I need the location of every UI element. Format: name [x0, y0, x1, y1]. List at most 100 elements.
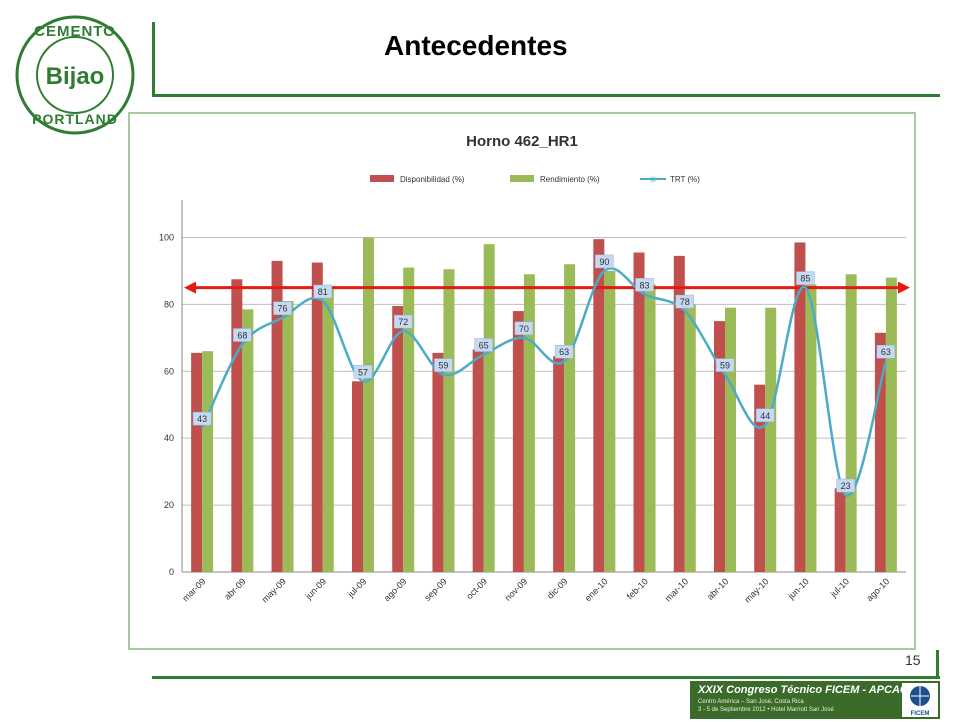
bar-rendimiento: [604, 270, 616, 572]
data-label-box: [554, 344, 574, 359]
congress-banner: XXIX Congreso Técnico FICEM - APCAC Cent…: [628, 681, 940, 719]
x-tick-label: may-09: [260, 576, 288, 604]
reference-arrow-left: [184, 281, 196, 294]
data-label: 57: [358, 367, 368, 377]
x-tick-label: oct-09: [464, 576, 489, 601]
y-tick-label: 100: [159, 232, 174, 242]
data-label-box: [635, 278, 654, 292]
banner-location: Centro América – San José, Costa Rica: [698, 699, 804, 705]
bar-disponibilidad: [472, 349, 484, 572]
x-tick-label: feb-10: [625, 576, 650, 601]
data-label: 90: [599, 257, 609, 267]
data-label: 43: [197, 414, 207, 424]
data-label-box: [514, 321, 534, 336]
x-tick-label: mar-09: [180, 576, 207, 603]
bar-rendimiento: [725, 307, 736, 572]
bar-disponibilidad: [794, 242, 806, 573]
ficem-logo: FICEM: [902, 683, 938, 717]
bar-disponibilidad: [714, 321, 725, 572]
data-label-box: [474, 338, 493, 352]
chart-title: Horno 462_HR1: [466, 133, 578, 150]
x-tick-label: abr-10: [705, 576, 730, 601]
bar-disponibilidad: [311, 262, 323, 572]
data-label-box: [434, 358, 453, 372]
bar-rendimiento: [242, 309, 254, 572]
bar-disponibilidad: [231, 279, 243, 572]
footer-divider-horizontal: [152, 676, 940, 679]
legend-marker-2: ✳: [649, 175, 657, 186]
horno-chart: Horno 462_HR1 Disponibilidad (%) Rendimien…: [159, 133, 910, 605]
bar-disponibilidad: [754, 384, 766, 572]
data-label-box: [796, 271, 815, 285]
legend-swatch-1: [510, 175, 534, 182]
x-tick-label: abr-09: [222, 576, 247, 601]
x-tick-label: jun-09: [303, 576, 328, 601]
logo-bottom-text: PORTLAND: [32, 111, 118, 127]
bar-rendimiento: [805, 284, 817, 572]
data-label: 83: [640, 280, 650, 290]
x-tick-label: dic-09: [545, 576, 569, 600]
bar-rendimiento: [885, 277, 897, 572]
page-title: Antecedentes: [384, 30, 568, 61]
x-tick-label: jul-10: [828, 576, 851, 599]
x-tick-label: ene-10: [583, 576, 610, 603]
bar-rendimiento: [523, 274, 535, 572]
legend-label-1: Rendimiento (%): [540, 175, 600, 184]
data-label-box: [353, 365, 373, 379]
congress-logo: [628, 681, 690, 719]
data-label: 68: [237, 331, 247, 341]
y-tick-label: 80: [164, 299, 174, 309]
data-label: 63: [881, 347, 891, 357]
bar-rendimiento: [322, 287, 334, 572]
bar-disponibilidad: [352, 381, 363, 572]
data-label: 85: [800, 274, 810, 284]
data-label-box: [192, 411, 212, 426]
x-tick-label: sep-09: [422, 576, 449, 603]
data-label-box: [273, 301, 292, 315]
bar-disponibilidad: [553, 356, 565, 572]
bar-rendimiento: [403, 267, 415, 572]
y-tick-label: 0: [169, 567, 174, 577]
logo-center-text: Bijao: [46, 63, 105, 90]
bar-disponibilidad: [392, 306, 404, 572]
data-label-box: [233, 328, 252, 342]
y-tick-label: 40: [164, 433, 174, 443]
bar-disponibilidad: [673, 255, 685, 572]
data-label-box: [715, 358, 735, 372]
x-tick-label: jul-09: [345, 576, 368, 599]
bar-rendimiento: [564, 264, 576, 572]
bar-disponibilidad: [271, 260, 283, 572]
data-label: 78: [680, 297, 690, 307]
logo-top-text: CEMENTO: [34, 23, 116, 40]
data-label-box: [313, 284, 333, 299]
data-label: 59: [720, 361, 730, 371]
data-label-box: [595, 254, 614, 269]
data-label-box: [755, 408, 775, 423]
bar-rendimiento: [644, 284, 656, 572]
bar-rendimiento: [765, 307, 777, 572]
bar-disponibilidad: [512, 311, 524, 572]
legend-label-0: Disponibilidad (%): [400, 175, 465, 184]
bar-rendimiento: [845, 274, 857, 572]
cemento-bijao-logo: CEMENTO Bijao PORTLAND: [15, 15, 135, 135]
bar-rendimiento: [483, 244, 495, 573]
data-label: 65: [479, 341, 489, 351]
page-number: 15: [905, 652, 921, 668]
x-tick-label: jun-10: [785, 576, 810, 601]
data-label-box: [675, 294, 695, 309]
footer-divider-vertical: [936, 650, 939, 678]
data-label: 76: [278, 304, 288, 314]
legend-swatch-0: [370, 175, 394, 182]
data-label: 70: [519, 324, 529, 334]
data-label: 23: [841, 481, 851, 491]
bar-rendimiento: [443, 269, 455, 572]
data-label-box: [836, 478, 855, 493]
data-label: 81: [318, 287, 328, 297]
ficem-logo-text: FICEM: [911, 711, 930, 717]
x-tick-label: ago-09: [382, 576, 409, 603]
data-label: 72: [398, 317, 408, 327]
bar-disponibilidad: [834, 488, 846, 572]
banner-title: XXIX Congreso Técnico FICEM - APCAC: [698, 684, 908, 696]
y-tick-label: 60: [164, 366, 174, 376]
x-tick-label: mar-10: [663, 576, 690, 603]
